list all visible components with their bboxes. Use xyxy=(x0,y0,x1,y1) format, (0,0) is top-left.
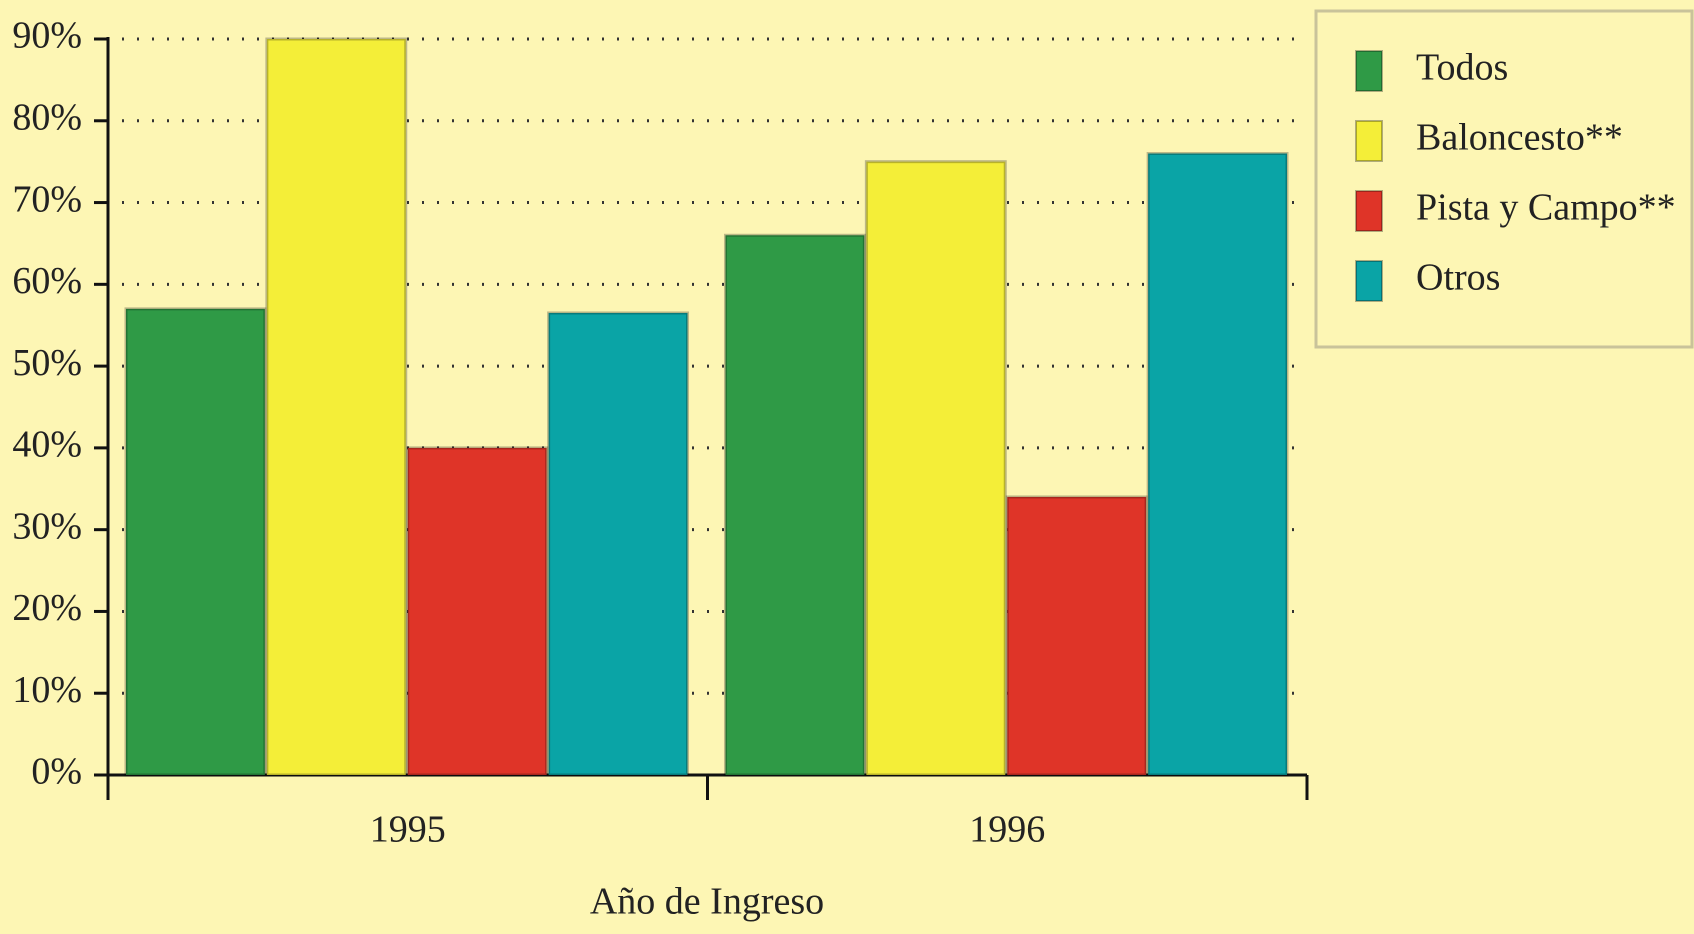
x-axis-label: Año de Ingreso xyxy=(590,881,824,923)
y-tick-label: 30% xyxy=(12,505,82,547)
legend-label: Pista y Campo** xyxy=(1416,187,1676,229)
legend-swatch xyxy=(1355,120,1383,162)
legend-label: Otros xyxy=(1416,257,1500,299)
y-tick-label: 40% xyxy=(12,424,82,466)
y-tick-label: 20% xyxy=(12,587,82,629)
y-tick-label: 50% xyxy=(12,342,82,384)
bar xyxy=(124,307,267,777)
legend-label: Todos xyxy=(1416,47,1508,89)
bar xyxy=(864,160,1007,777)
y-tick-label: 80% xyxy=(12,96,82,138)
y-tick-label: 60% xyxy=(12,260,82,302)
bar xyxy=(547,311,690,777)
y-tick-label: 10% xyxy=(12,669,82,711)
x-tick-label: 1996 xyxy=(969,809,1045,851)
x-tick-label: 1995 xyxy=(370,809,446,851)
bar xyxy=(723,233,866,777)
bar xyxy=(1005,495,1148,777)
legend-swatch xyxy=(1355,50,1383,92)
y-tick-label: 70% xyxy=(12,178,82,220)
bar xyxy=(265,37,408,777)
legend-swatch xyxy=(1355,190,1383,232)
y-tick-label: 90% xyxy=(12,15,82,57)
bar xyxy=(406,446,549,777)
legend-label: Baloncesto** xyxy=(1416,117,1623,159)
y-tick-label: 0% xyxy=(31,751,82,793)
legend-swatch xyxy=(1355,260,1383,302)
bar xyxy=(1146,151,1289,777)
